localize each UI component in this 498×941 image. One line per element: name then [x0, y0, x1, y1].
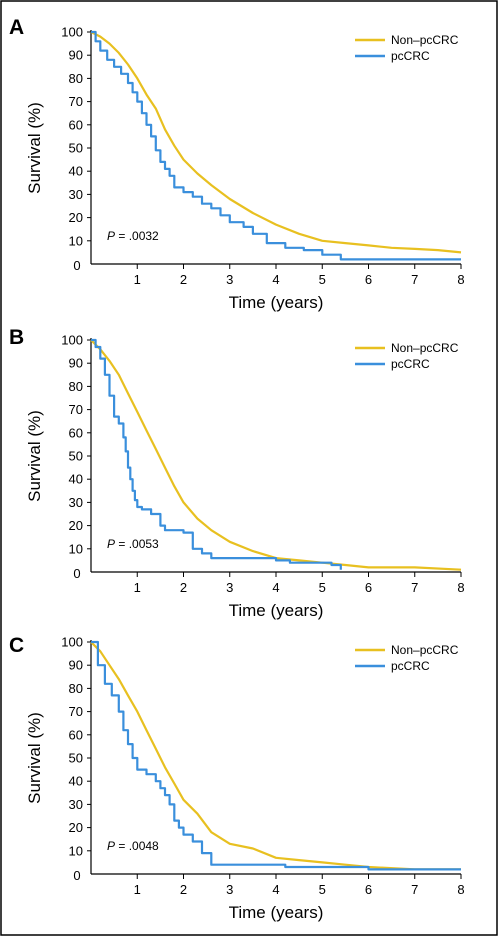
- y-tick-label: 40: [69, 774, 83, 789]
- y-tick-label: 30: [69, 797, 83, 812]
- y-tick-label: 70: [69, 402, 83, 417]
- x-tick-label: 1: [134, 580, 141, 595]
- x-tick-label: 3: [226, 580, 233, 595]
- p-value-annotation: P = .0032: [107, 229, 159, 243]
- panel-label: C: [9, 634, 24, 657]
- series-line-pccrc: [91, 640, 461, 871]
- y-tick-label: 40: [69, 472, 83, 487]
- y-tick-label: 40: [69, 164, 83, 179]
- y-tick-label: 90: [69, 356, 83, 371]
- y-tick-label: 80: [69, 379, 83, 394]
- x-tick-label: 5: [319, 882, 326, 897]
- y-tick-label: 70: [69, 704, 83, 719]
- series-line-pccrc: [91, 338, 342, 570]
- legend-label: pcCRC: [391, 357, 430, 371]
- legend-label: pcCRC: [391, 659, 430, 673]
- legend: Non–pcCRC pcCRC: [355, 33, 459, 63]
- legend-label: Non–pcCRC: [391, 33, 459, 47]
- x-tick-label: 7: [411, 272, 418, 287]
- series-line-non-pccrc: [90, 641, 461, 871]
- y-tick-label: 10: [69, 843, 83, 858]
- panel-label: A: [9, 16, 24, 39]
- x-tick-label: 2: [180, 580, 187, 595]
- x-tick-label: 5: [319, 580, 326, 595]
- x-tick-label: 8: [457, 882, 464, 897]
- x-tick-label: 1: [134, 882, 141, 897]
- panel-c: C 0 10 20 30 40 50 60 70 80 90 100 1 2 3 4 5 6 7 8 Time (yea…: [9, 634, 465, 922]
- p-value-symbol: P: [107, 537, 115, 551]
- x-tick-label: 4: [272, 882, 279, 897]
- y-tick-label: 0: [73, 566, 80, 581]
- legend-label: Non–pcCRC: [391, 643, 459, 657]
- x-tick-label: 6: [365, 272, 372, 287]
- panel-label: B: [9, 326, 24, 349]
- p-value-annotation: P = .0053: [107, 537, 159, 551]
- x-tick-label: 4: [272, 580, 279, 595]
- y-tick-label: 50: [69, 449, 83, 464]
- p-value-text: = .0032: [115, 229, 159, 243]
- y-tick-label: 30: [69, 495, 83, 510]
- legend: Non–pcCRC pcCRC: [355, 341, 459, 371]
- y-tick-label: 100: [61, 333, 83, 348]
- series-line-non-pccrc: [90, 31, 462, 254]
- y-tick-label: 80: [69, 71, 83, 86]
- x-axis-title: Time (years): [229, 903, 324, 922]
- legend: Non–pcCRC pcCRC: [355, 643, 459, 673]
- legend-label: Non–pcCRC: [391, 341, 459, 355]
- p-value-annotation: P = .0048: [107, 839, 159, 853]
- series-line-non-pccrc: [90, 339, 462, 571]
- legend-label: pcCRC: [391, 49, 430, 63]
- y-axis-title: Survival (%): [25, 712, 44, 804]
- y-tick-label: 0: [73, 868, 80, 883]
- x-tick-label: 7: [411, 580, 418, 595]
- x-tick-label: 1: [134, 272, 141, 287]
- y-tick-label: 10: [69, 233, 83, 248]
- x-tick-label: 3: [226, 882, 233, 897]
- x-tick-label: 4: [272, 272, 279, 287]
- p-value-symbol: P: [107, 229, 115, 243]
- y-tick-label: 20: [69, 820, 83, 835]
- y-tick-label: 90: [69, 658, 83, 673]
- y-tick-label: 60: [69, 425, 83, 440]
- y-tick-label: 100: [61, 25, 83, 40]
- panel-b: B 0 10 20 30 40 50 60 70 80 90 100 1 2 3 4 5 6 7 8 Time (yea…: [9, 326, 465, 620]
- y-tick-label: 90: [69, 48, 83, 63]
- y-tick-label: 80: [69, 681, 83, 696]
- p-value-text: = .0053: [115, 537, 159, 551]
- y-tick-label: 100: [61, 635, 83, 650]
- y-tick-label: 20: [69, 518, 83, 533]
- x-tick-label: 6: [365, 580, 372, 595]
- x-tick-label: 6: [365, 882, 372, 897]
- series-line-pccrc: [91, 30, 461, 261]
- y-tick-label: 70: [69, 94, 83, 109]
- x-axis-title: Time (years): [229, 293, 324, 312]
- p-value-symbol: P: [107, 839, 115, 853]
- y-tick-label: 50: [69, 751, 83, 766]
- x-tick-label: 5: [319, 272, 326, 287]
- x-tick-label: 8: [457, 272, 464, 287]
- p-value-text: = .0048: [115, 839, 159, 853]
- x-axis-title: Time (years): [229, 601, 324, 620]
- y-tick-label: 30: [69, 187, 83, 202]
- y-tick-label: 60: [69, 727, 83, 742]
- y-tick-label: 60: [69, 117, 83, 132]
- x-tick-label: 3: [226, 272, 233, 287]
- y-axis-title: Survival (%): [25, 410, 44, 502]
- y-tick-label: 10: [69, 541, 83, 556]
- x-tick-label: 2: [180, 272, 187, 287]
- y-tick-label: 0: [73, 258, 80, 273]
- y-tick-label: 50: [69, 141, 83, 156]
- panel-a: A 0 10 20 30 40 50 60 70 80 90 100 1 2 3 4 5 6 7 8 Time (yea…: [9, 16, 465, 312]
- y-axis-title: Survival (%): [25, 102, 44, 194]
- y-tick-label: 20: [69, 210, 83, 225]
- x-tick-label: 8: [457, 580, 464, 595]
- x-tick-label: 2: [180, 882, 187, 897]
- x-tick-label: 7: [411, 882, 418, 897]
